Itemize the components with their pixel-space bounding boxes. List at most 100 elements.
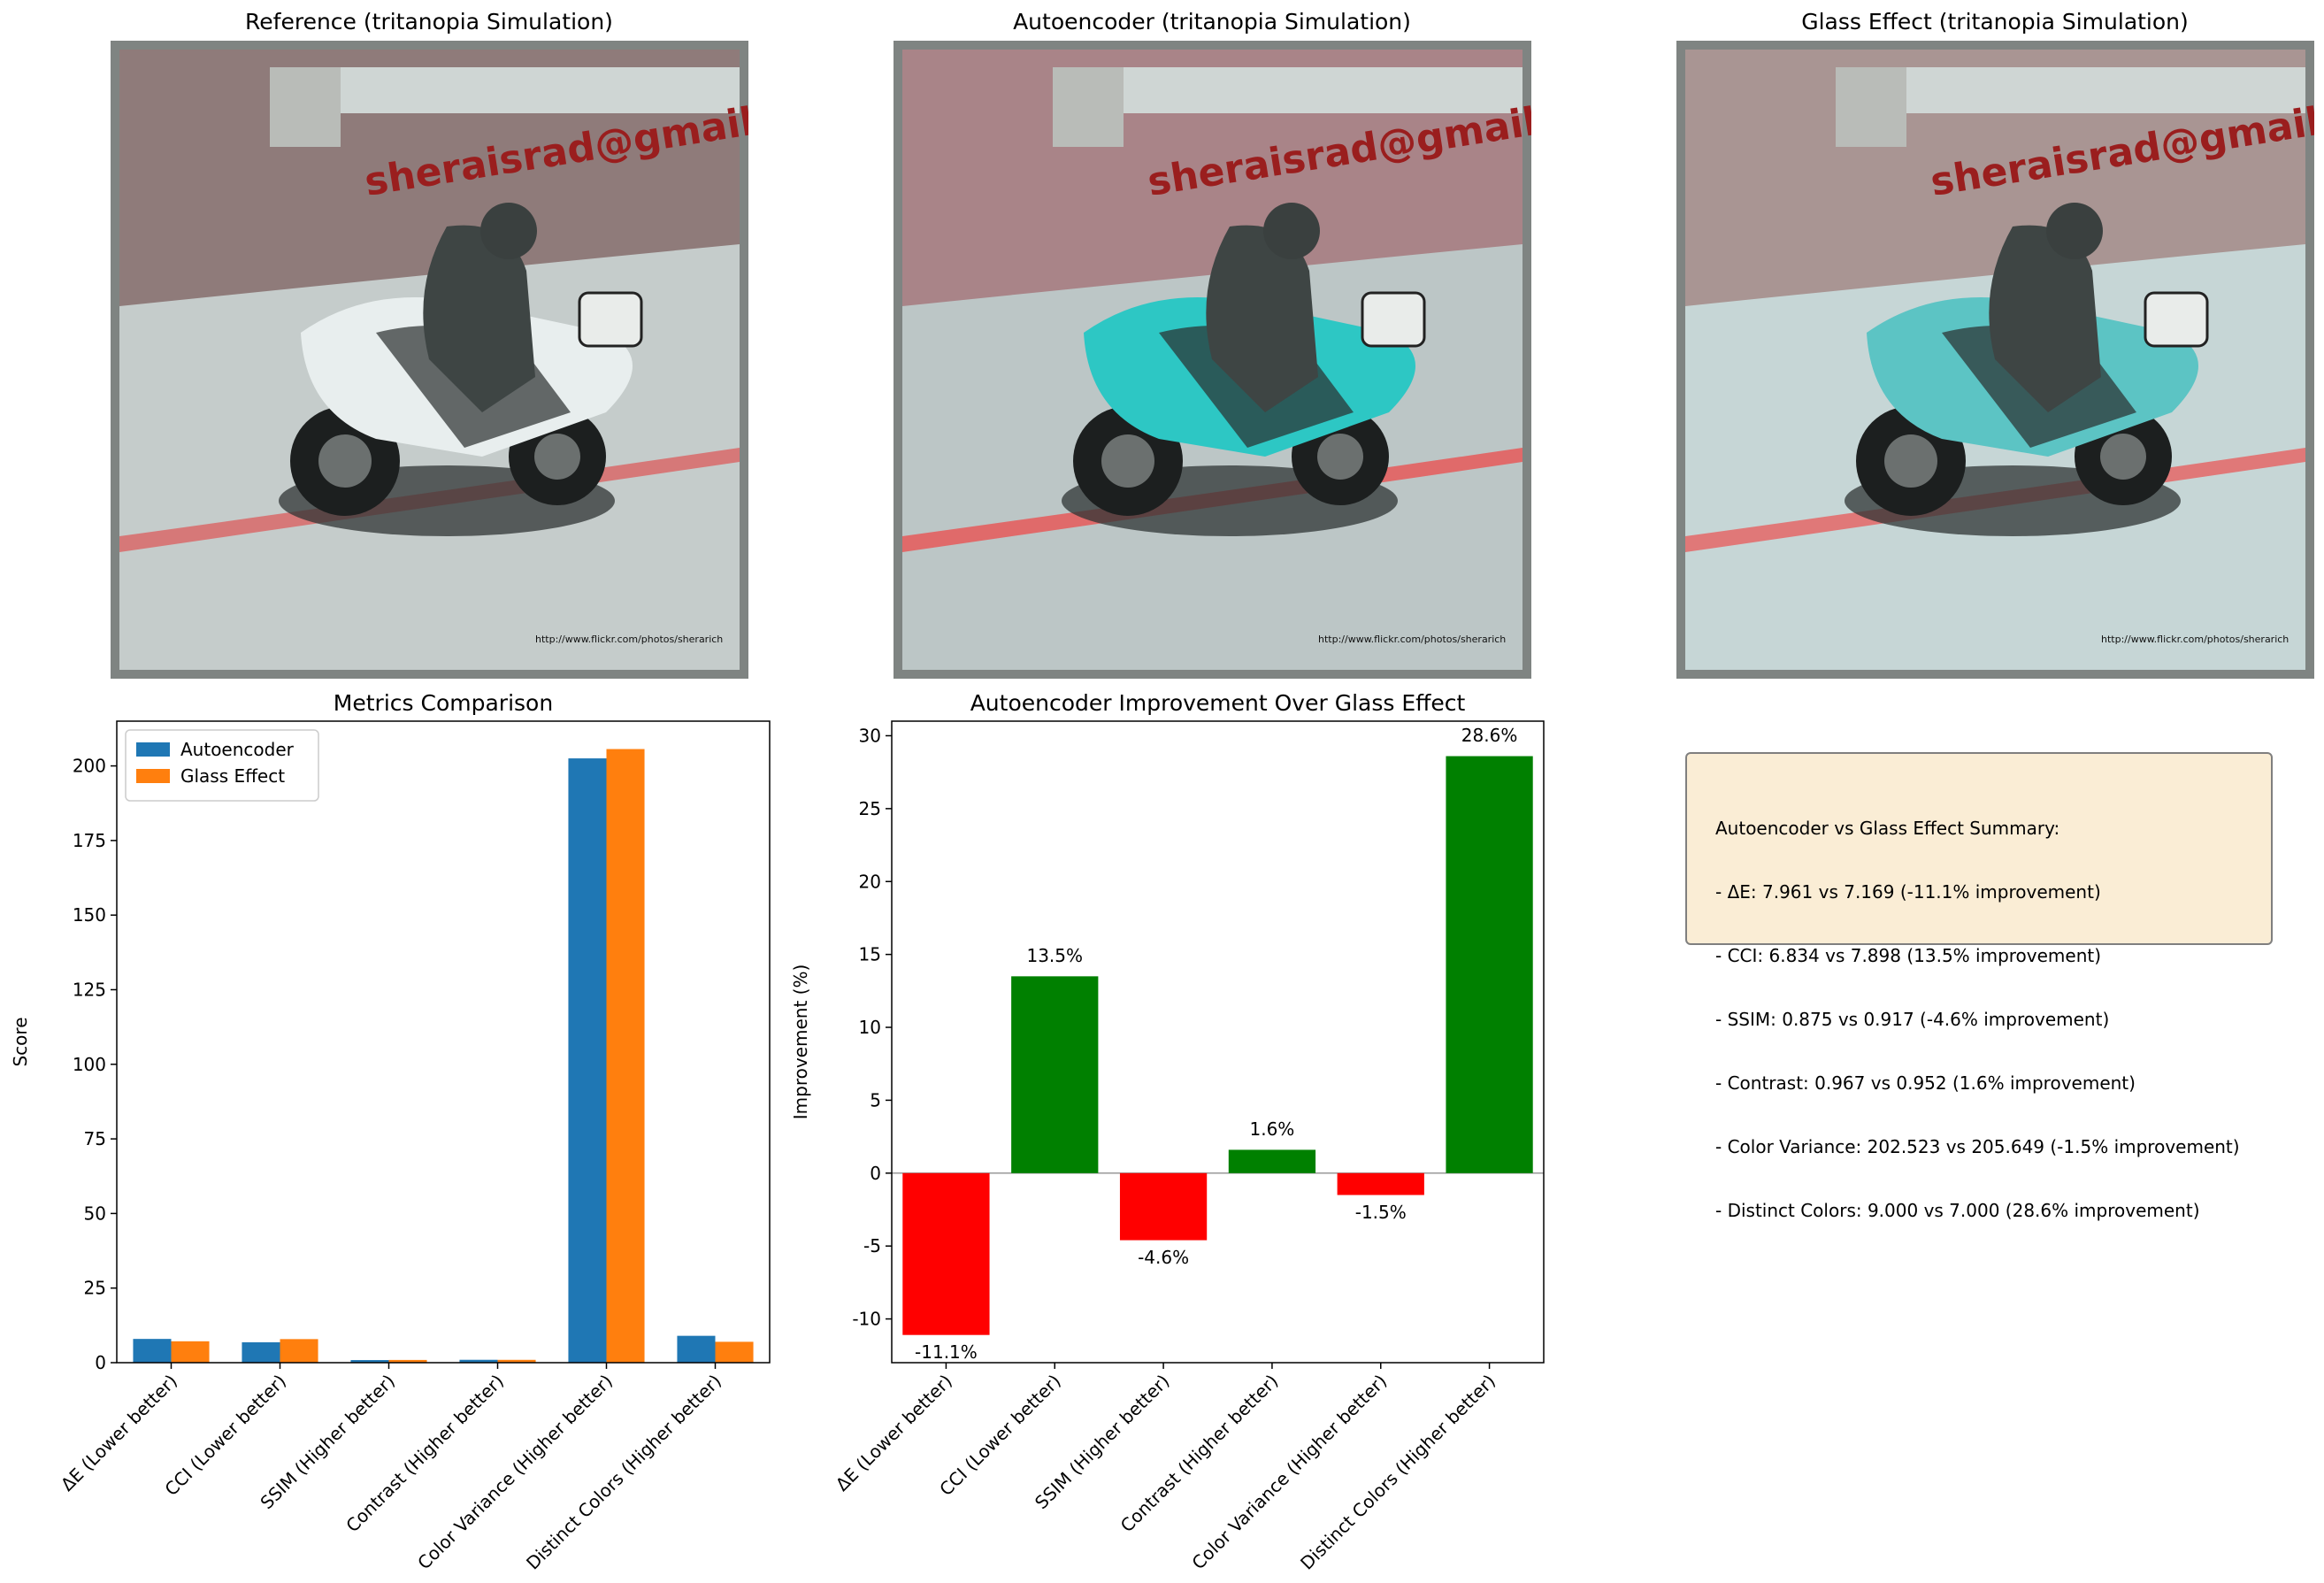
x-tick-label: CCI (Lower better) — [160, 1371, 290, 1501]
y-tick-label: 25 — [859, 798, 881, 819]
y-axis-label: Improvement (%) — [790, 964, 811, 1120]
bar-autoencoder — [677, 1335, 716, 1363]
bar-value-label: -11.1% — [915, 1341, 978, 1363]
y-tick-label: 30 — [859, 725, 881, 746]
summary-line: - Color Variance: 202.523 vs 205.649 (-1… — [1715, 1136, 2240, 1157]
photo-url-text: http://www.flickr.com/photos/sherarich — [1318, 634, 1506, 645]
rider-helmet — [2046, 203, 2103, 259]
y-tick-label: 15 — [859, 944, 881, 965]
improvement-bar — [1228, 1149, 1316, 1173]
reference-title: Reference (tritanopia Simulation) — [245, 9, 613, 35]
bar-glass-effect — [171, 1341, 210, 1363]
y-tick-label: 0 — [95, 1352, 106, 1373]
chart-title: Autoencoder Improvement Over Glass Effec… — [970, 690, 1466, 716]
x-tick-label: ΔE (Lower better) — [832, 1371, 956, 1495]
y-tick-label: 10 — [859, 1017, 881, 1038]
y-tick-label: 200 — [73, 756, 106, 777]
legend-label: Glass Effect — [180, 765, 285, 787]
bar-glass-effect — [606, 749, 645, 1363]
legend-label: Autoencoder — [180, 739, 295, 760]
rear-rim — [1317, 434, 1363, 480]
legend-box — [125, 729, 319, 802]
x-tick-label: Color Variance (Higher better) — [413, 1371, 617, 1574]
legend: Autoencoder Glass Effect — [125, 729, 319, 802]
rider-body — [423, 225, 535, 412]
y-tick-label: 0 — [870, 1163, 881, 1184]
y-tick-label: 100 — [73, 1054, 106, 1075]
summary-line: - Distinct Colors: 9.000 vs 7.000 (28.6%… — [1715, 1200, 2200, 1221]
bar-autoencoder — [242, 1341, 280, 1363]
summary-line: - Contrast: 0.967 vs 0.952 (1.6% improve… — [1715, 1072, 2136, 1094]
improvement-chart: Autoencoder Improvement Over Glass Effec… — [790, 690, 1545, 1574]
y-tick-label: 20 — [859, 871, 881, 892]
bar-autoencoder — [459, 1359, 498, 1363]
y-tick-label: 75 — [84, 1128, 106, 1149]
bar-glass-effect — [388, 1359, 427, 1363]
rider-helmet — [480, 203, 537, 259]
front-rim — [318, 434, 372, 488]
autoencoder-title: Autoencoder (tritanopia Simulation) — [1013, 9, 1411, 35]
guard-rail — [1053, 67, 1522, 113]
summary-line: - CCI: 6.834 vs 7.898 (13.5% improvement… — [1715, 945, 2102, 966]
glass-title: Glass Effect (tritanopia Simulation) — [1801, 9, 2189, 35]
plot-frame — [116, 720, 771, 1364]
bar-autoencoder — [133, 1339, 172, 1363]
bar-glass-effect — [497, 1359, 536, 1363]
improvement-bar — [902, 1172, 990, 1335]
x-tick-label: Distinct Colors (Higher better) — [1296, 1371, 1499, 1574]
bar-autoencoder — [350, 1360, 389, 1363]
x-tick-label: CCI (Lower better) — [935, 1371, 1065, 1501]
reference-image: sheraisrad@gmail.com http://www.flickr.co… — [111, 41, 748, 679]
summary-line: Autoencoder vs Glass Effect Summary: — [1715, 818, 2060, 839]
bar-glass-effect — [715, 1341, 754, 1363]
bar-glass-effect — [280, 1339, 318, 1363]
improvement-bar — [1337, 1172, 1424, 1195]
x-tick-label: Distinct Colors (Higher better) — [522, 1371, 725, 1574]
x-tick-label: Color Variance (Higher better) — [1187, 1371, 1391, 1574]
y-tick-label: -10 — [852, 1309, 881, 1330]
tail-bag — [578, 291, 643, 348]
y-tick-label: 150 — [73, 904, 106, 926]
summary-box: Autoencoder vs Glass Effect Summary: - Δ… — [1685, 752, 2273, 1221]
glass-image: sheraisrad@gmail.com http://www.flickr.co… — [1676, 41, 2314, 679]
bar-value-label: 13.5% — [1026, 945, 1083, 966]
y-tick-label: 25 — [84, 1278, 106, 1299]
improvement-bar — [1119, 1172, 1208, 1241]
rear-rim — [534, 434, 580, 480]
bar-value-label: 28.6% — [1461, 725, 1518, 746]
bar-value-label: 1.6% — [1250, 1118, 1295, 1140]
front-rim — [1884, 434, 1937, 488]
summary-line: - ΔE: 7.961 vs 7.169 (-11.1% improvement… — [1715, 881, 2101, 903]
autoencoder-image: sheraisrad@gmail.com http://www.flickr.co… — [894, 41, 1531, 679]
bar-value-label: -1.5% — [1355, 1202, 1407, 1223]
guard-rail — [270, 67, 740, 113]
chart-title: Metrics Comparison — [334, 690, 553, 716]
y-tick-label: -5 — [863, 1235, 881, 1256]
rider-helmet — [1263, 203, 1320, 259]
tail-bag — [1361, 291, 1426, 348]
y-tick-label: 125 — [73, 979, 106, 1000]
improvement-bar — [1446, 756, 1533, 1173]
rider-body — [1989, 225, 2101, 412]
rail-post — [1053, 67, 1124, 147]
legend-swatch — [136, 742, 170, 757]
bar-autoencoder — [568, 758, 607, 1363]
y-tick-label: 50 — [84, 1203, 106, 1224]
legend-swatch — [136, 769, 170, 783]
rail-post — [270, 67, 341, 147]
photo-url-text: http://www.flickr.com/photos/sherarich — [2101, 634, 2289, 645]
y-tick-label: 175 — [73, 830, 106, 851]
rail-post — [1836, 67, 1906, 147]
y-tick-label: 5 — [870, 1089, 881, 1110]
tail-bag — [2144, 291, 2209, 348]
y-axis-label: Score — [10, 1017, 31, 1066]
rider-body — [1206, 225, 1318, 412]
summary-line: - SSIM: 0.875 vs 0.917 (-4.6% improvemen… — [1715, 1009, 2110, 1030]
x-tick-label: ΔE (Lower better) — [57, 1371, 181, 1495]
front-rim — [1101, 434, 1154, 488]
rear-rim — [2100, 434, 2146, 480]
photo-url-text: http://www.flickr.com/photos/sherarich — [535, 634, 723, 645]
guard-rail — [1836, 67, 2305, 113]
improvement-bar — [1011, 976, 1099, 1173]
plot-frame — [891, 720, 1545, 1364]
